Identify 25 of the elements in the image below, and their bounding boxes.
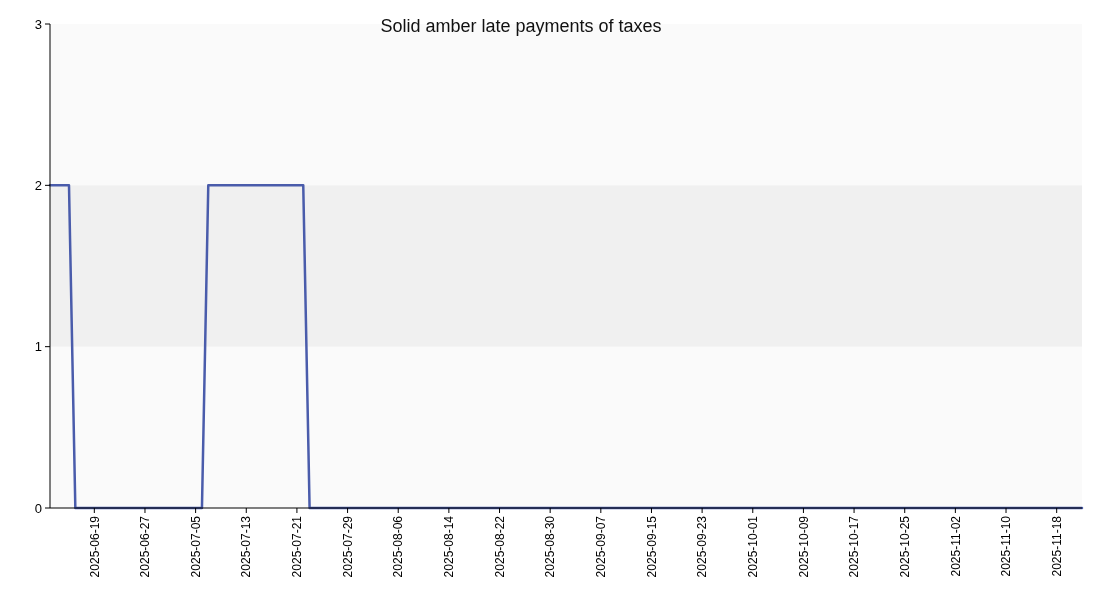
- y-tick-label: 0: [34, 500, 42, 516]
- x-tick-label: 2025-09-15: [644, 515, 659, 578]
- chart-title: Solid amber late payments of taxes: [380, 16, 662, 36]
- x-tick-label: 2025-11-10: [999, 515, 1014, 577]
- x-tick-label: 2025-07-05: [188, 515, 203, 578]
- x-tick-label: 2025-11-18: [1049, 515, 1064, 577]
- x-tick-label: 2025-07-29: [340, 515, 355, 578]
- x-tick-label: 2025-10-01: [745, 515, 760, 578]
- x-tick-label: 2025-10-25: [897, 515, 912, 578]
- x-tick-label: 2025-11-02: [948, 515, 963, 577]
- x-tick-label: 2025-08-14: [442, 515, 457, 578]
- x-tick-label: 2025-09-07: [594, 515, 609, 578]
- x-tick-label: 2025-08-30: [543, 515, 558, 578]
- x-tick-label: 2025-08-22: [492, 515, 507, 578]
- y-tick-label: 3: [34, 16, 42, 32]
- x-tick-label: 2025-07-21: [290, 515, 305, 578]
- x-tick-label: 2025-06-19: [87, 515, 102, 578]
- x-tick-label: 2025-08-06: [391, 515, 406, 578]
- x-tick-label: 2025-06-27: [138, 515, 153, 578]
- x-tick-label: 2025-10-09: [796, 515, 811, 578]
- y-tick-label: 2: [34, 177, 42, 193]
- x-tick-label: 2025-10-17: [847, 515, 862, 578]
- y-tick-label: 1: [34, 339, 42, 355]
- x-tick-label: 2025-09-23: [695, 515, 710, 578]
- x-tick-label: 2025-07-13: [239, 515, 254, 578]
